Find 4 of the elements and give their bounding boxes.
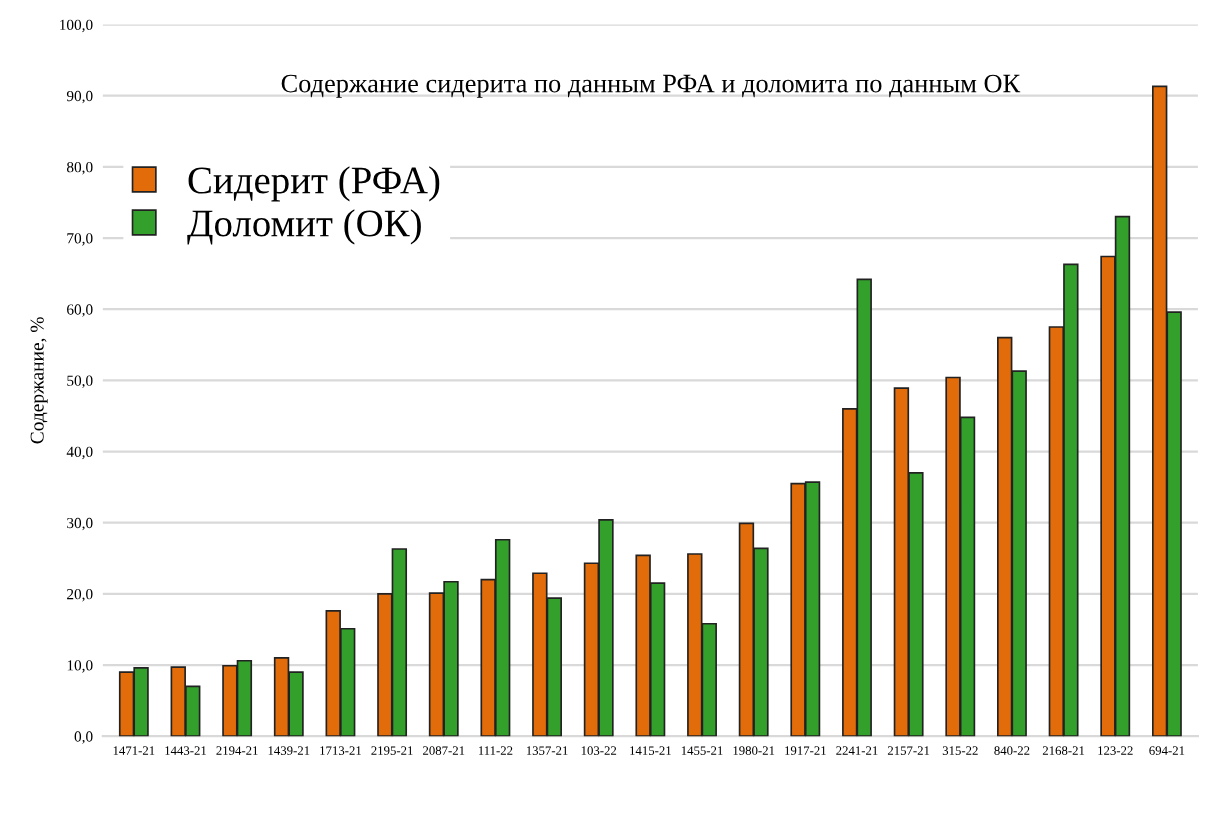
legend-label: Сидерит (РФА) [188, 166, 440, 202]
legend-label: Доломит (ОК) [187, 209, 421, 245]
text: Содержание сидерита по данным РФА и доломита по данным ОК [281, 74, 1021, 98]
y-axis-title: Содержание, % [30, 317, 48, 444]
